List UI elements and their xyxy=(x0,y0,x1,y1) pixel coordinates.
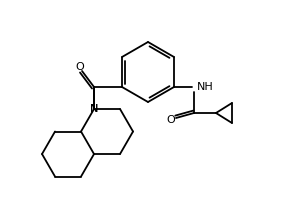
Text: O: O xyxy=(167,115,176,125)
Text: N: N xyxy=(90,104,98,114)
Text: N: N xyxy=(90,104,98,114)
Text: O: O xyxy=(76,62,84,72)
Text: NH: NH xyxy=(197,82,214,92)
